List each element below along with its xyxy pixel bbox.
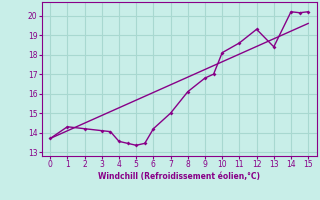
X-axis label: Windchill (Refroidissement éolien,°C): Windchill (Refroidissement éolien,°C)	[98, 172, 260, 181]
